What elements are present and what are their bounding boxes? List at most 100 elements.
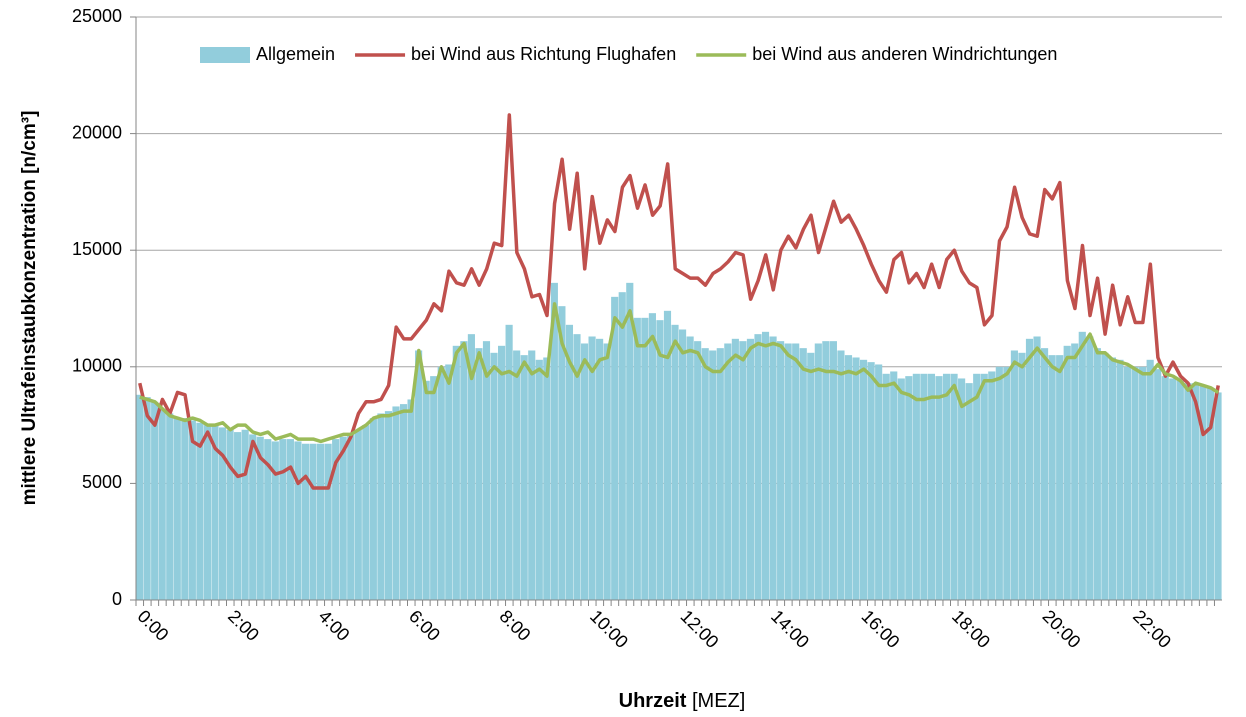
legend-label: bei Wind aus Richtung Flughafen xyxy=(411,44,676,64)
line xyxy=(138,113,1220,490)
bar xyxy=(256,436,264,600)
bar xyxy=(271,441,279,600)
y-tick-label: 10000 xyxy=(72,356,122,376)
bar xyxy=(701,348,709,600)
bar xyxy=(580,343,589,600)
bar xyxy=(784,343,792,600)
bar xyxy=(196,422,204,600)
legend-label: bei Wind aus anderen Windrichtungen xyxy=(752,44,1057,64)
bar xyxy=(1056,355,1064,600)
bar xyxy=(407,399,415,600)
bar xyxy=(935,376,943,600)
bar xyxy=(151,401,159,600)
bar xyxy=(226,429,234,600)
bar xyxy=(1078,331,1086,600)
bar xyxy=(234,432,242,600)
bar xyxy=(1131,366,1139,600)
x-tick-label: 20:00 xyxy=(1039,606,1085,652)
bar xyxy=(158,408,166,600)
bar xyxy=(905,376,913,600)
bar xyxy=(475,348,483,600)
bar xyxy=(958,378,966,600)
bar xyxy=(166,413,174,600)
bar xyxy=(1154,369,1162,600)
bar xyxy=(724,343,732,600)
bar xyxy=(709,350,717,600)
bar xyxy=(1123,366,1132,600)
bar xyxy=(535,359,543,600)
bar xyxy=(1214,392,1222,600)
bar xyxy=(309,443,317,600)
bar xyxy=(1010,350,1018,600)
bar xyxy=(912,373,920,600)
bar xyxy=(369,418,377,600)
bar xyxy=(1146,359,1154,600)
y-tick-label: 25000 xyxy=(72,6,122,26)
y-tick-label: 5000 xyxy=(82,472,122,492)
bar xyxy=(452,345,460,600)
bar xyxy=(761,331,770,600)
bar xyxy=(694,341,702,600)
bar xyxy=(867,362,875,600)
bar xyxy=(1093,348,1101,600)
bar xyxy=(633,317,641,600)
bar xyxy=(829,341,837,600)
bar xyxy=(218,427,227,600)
bar xyxy=(927,373,936,600)
bar xyxy=(1199,385,1207,600)
bar xyxy=(844,355,853,600)
bar xyxy=(1161,376,1169,600)
bar xyxy=(1184,383,1192,600)
bar xyxy=(332,439,340,600)
x-axis-title-main: Uhrzeit xyxy=(619,690,687,712)
bar xyxy=(317,443,325,600)
bar xyxy=(550,282,558,600)
bar xyxy=(347,434,355,600)
bar xyxy=(1003,366,1011,600)
bar xyxy=(739,341,747,600)
bar xyxy=(965,383,973,600)
bar xyxy=(769,336,777,600)
bar xyxy=(1116,359,1124,600)
bar xyxy=(1108,357,1117,600)
bar xyxy=(354,429,362,600)
bar xyxy=(588,336,596,600)
bar xyxy=(505,324,513,600)
x-tick-label: 12:00 xyxy=(677,606,723,652)
y-tick-label: 0 xyxy=(112,589,122,609)
bar xyxy=(656,320,664,600)
bar xyxy=(920,373,928,600)
x-tick-label: 10:00 xyxy=(586,606,632,652)
bar xyxy=(663,310,672,600)
bar xyxy=(746,338,755,600)
bar xyxy=(837,350,845,600)
bar xyxy=(173,418,181,600)
bar xyxy=(822,341,830,600)
bar xyxy=(1206,387,1215,600)
legend-swatch xyxy=(200,47,250,63)
bar xyxy=(1063,345,1071,600)
bar xyxy=(339,436,347,600)
bar xyxy=(980,373,988,600)
bar xyxy=(648,313,656,600)
bar xyxy=(1176,380,1184,600)
x-tick-label: 8:00 xyxy=(496,606,535,645)
legend-label: Allgemein xyxy=(256,44,335,64)
bar xyxy=(430,376,438,600)
y-tick-label: 20000 xyxy=(72,122,122,142)
bar xyxy=(136,394,144,600)
bar xyxy=(792,343,800,600)
bar xyxy=(679,329,687,600)
y-axis-title: mittlere Ultrafeinstaubkonzentration [n/… xyxy=(19,111,40,506)
bar xyxy=(973,373,981,600)
bar xyxy=(324,443,332,600)
bar xyxy=(384,411,393,600)
bar xyxy=(626,282,634,600)
bar xyxy=(1169,378,1177,600)
bar xyxy=(671,324,679,600)
bar xyxy=(543,357,551,600)
bar xyxy=(445,364,453,600)
bar xyxy=(852,357,860,600)
bar xyxy=(211,425,219,600)
